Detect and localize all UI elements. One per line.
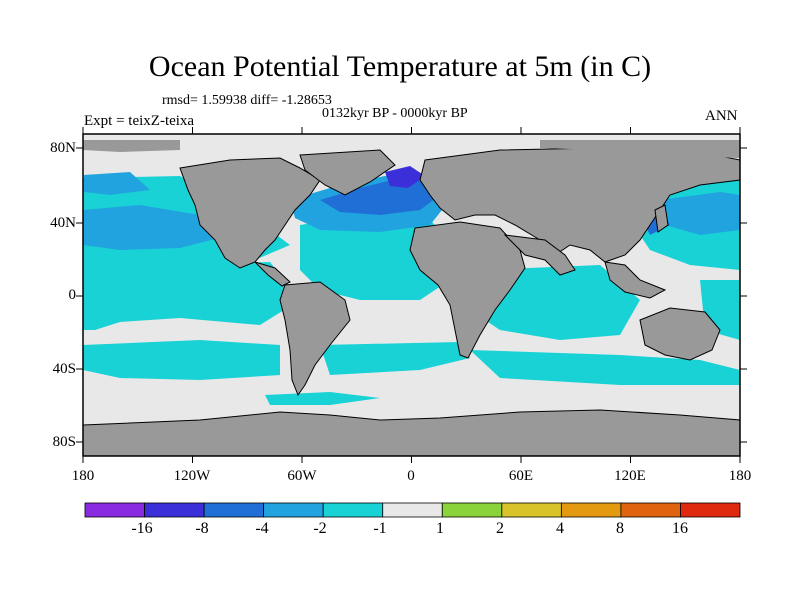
arctic-land	[83, 140, 180, 152]
australia	[639, 307, 721, 361]
land-masses	[82, 140, 741, 457]
lon-label-180e: 180	[728, 468, 752, 484]
lon-label-60w: 60W	[287, 468, 317, 484]
colorbar-label: 1	[436, 520, 444, 537]
colorbar-label: -2	[313, 520, 327, 537]
colorbar-box	[322, 502, 384, 518]
central-america	[254, 261, 291, 287]
axis-ticks	[76, 127, 747, 463]
south-america	[279, 281, 351, 397]
colorbar-label: 2	[496, 520, 504, 537]
season-label: ANN	[705, 108, 738, 124]
greenland	[299, 149, 396, 196]
anomaly-minus8-region	[385, 166, 425, 188]
lat-label-40s: 40S	[52, 361, 76, 377]
colorbar-box	[144, 502, 205, 518]
arabia-india	[503, 234, 576, 276]
period-label: 0132kyr BP - 0000kyr BP	[322, 106, 468, 121]
colorbar-box	[620, 502, 681, 518]
map-title: Ocean Potential Temperature at 5m (in C)	[148, 50, 652, 83]
colorbar-box	[560, 502, 622, 518]
colorbar-label: 16	[672, 520, 688, 537]
lat-label-80n: 80N	[50, 140, 76, 156]
lat-label-40n: 40N	[50, 215, 76, 231]
colorbar	[84, 502, 741, 518]
southeast-asia	[604, 261, 667, 299]
colorbar-box	[382, 502, 443, 518]
colorbar-box	[84, 502, 145, 518]
north-america	[179, 157, 321, 269]
colorbar-box	[263, 502, 324, 518]
lat-label-80s: 80S	[52, 434, 76, 450]
stats-line: rmsd= 1.59938 diff= -1.28653	[162, 93, 332, 108]
lon-label-180w: 180	[71, 468, 95, 484]
colorbar-label: -4	[255, 520, 269, 537]
colorbar-box	[441, 502, 503, 518]
lon-label-60e: 60E	[508, 468, 534, 484]
lat-label-0: 0	[68, 287, 77, 303]
lon-label-0: 0	[407, 468, 415, 484]
colorbar-label: -16	[131, 520, 153, 537]
experiment-label: Expt = teixZ-teixa	[84, 113, 195, 129]
colorbar-box	[203, 502, 265, 518]
colorbar-label: 4	[556, 520, 564, 537]
lon-label-120w: 120W	[173, 468, 211, 484]
colorbar-label: -8	[195, 520, 209, 537]
colorbar-label: -1	[373, 520, 387, 537]
lon-label-120e: 120E	[614, 468, 646, 484]
colorbar-box	[680, 502, 741, 518]
colorbar-box	[501, 502, 562, 518]
japan	[654, 204, 669, 233]
colorbar-label: 8	[616, 520, 624, 537]
